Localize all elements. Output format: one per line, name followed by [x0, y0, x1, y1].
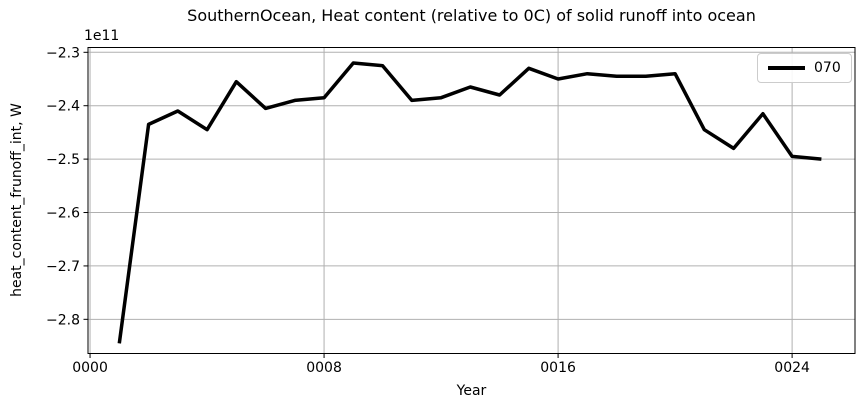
- x-tick-label: 0000: [72, 360, 108, 376]
- chart-title: SouthernOcean, Heat content (relative to…: [187, 6, 756, 25]
- y-tick-label: −2.3: [46, 45, 80, 61]
- y-tick-label: −2.8: [46, 312, 80, 328]
- x-tick-label: 0008: [306, 360, 342, 376]
- legend-line-sample-070: [768, 66, 805, 70]
- y-tick-label: −2.6: [46, 206, 80, 222]
- series-line-070: [117, 61, 822, 344]
- axes-frame: [87, 47, 856, 354]
- x-axis-label: Year: [456, 383, 487, 399]
- x-tick-label: 0024: [774, 360, 810, 376]
- legend-label-070: 070: [814, 60, 841, 76]
- x-tick-label: 0016: [540, 360, 576, 376]
- y-tick-label: −2.7: [46, 259, 80, 275]
- legend: 070: [757, 53, 852, 83]
- y-tick-label: −2.5: [46, 152, 80, 168]
- y-axis-offset-text: 1e11: [84, 28, 120, 44]
- y-tick-label: −2.4: [46, 99, 80, 115]
